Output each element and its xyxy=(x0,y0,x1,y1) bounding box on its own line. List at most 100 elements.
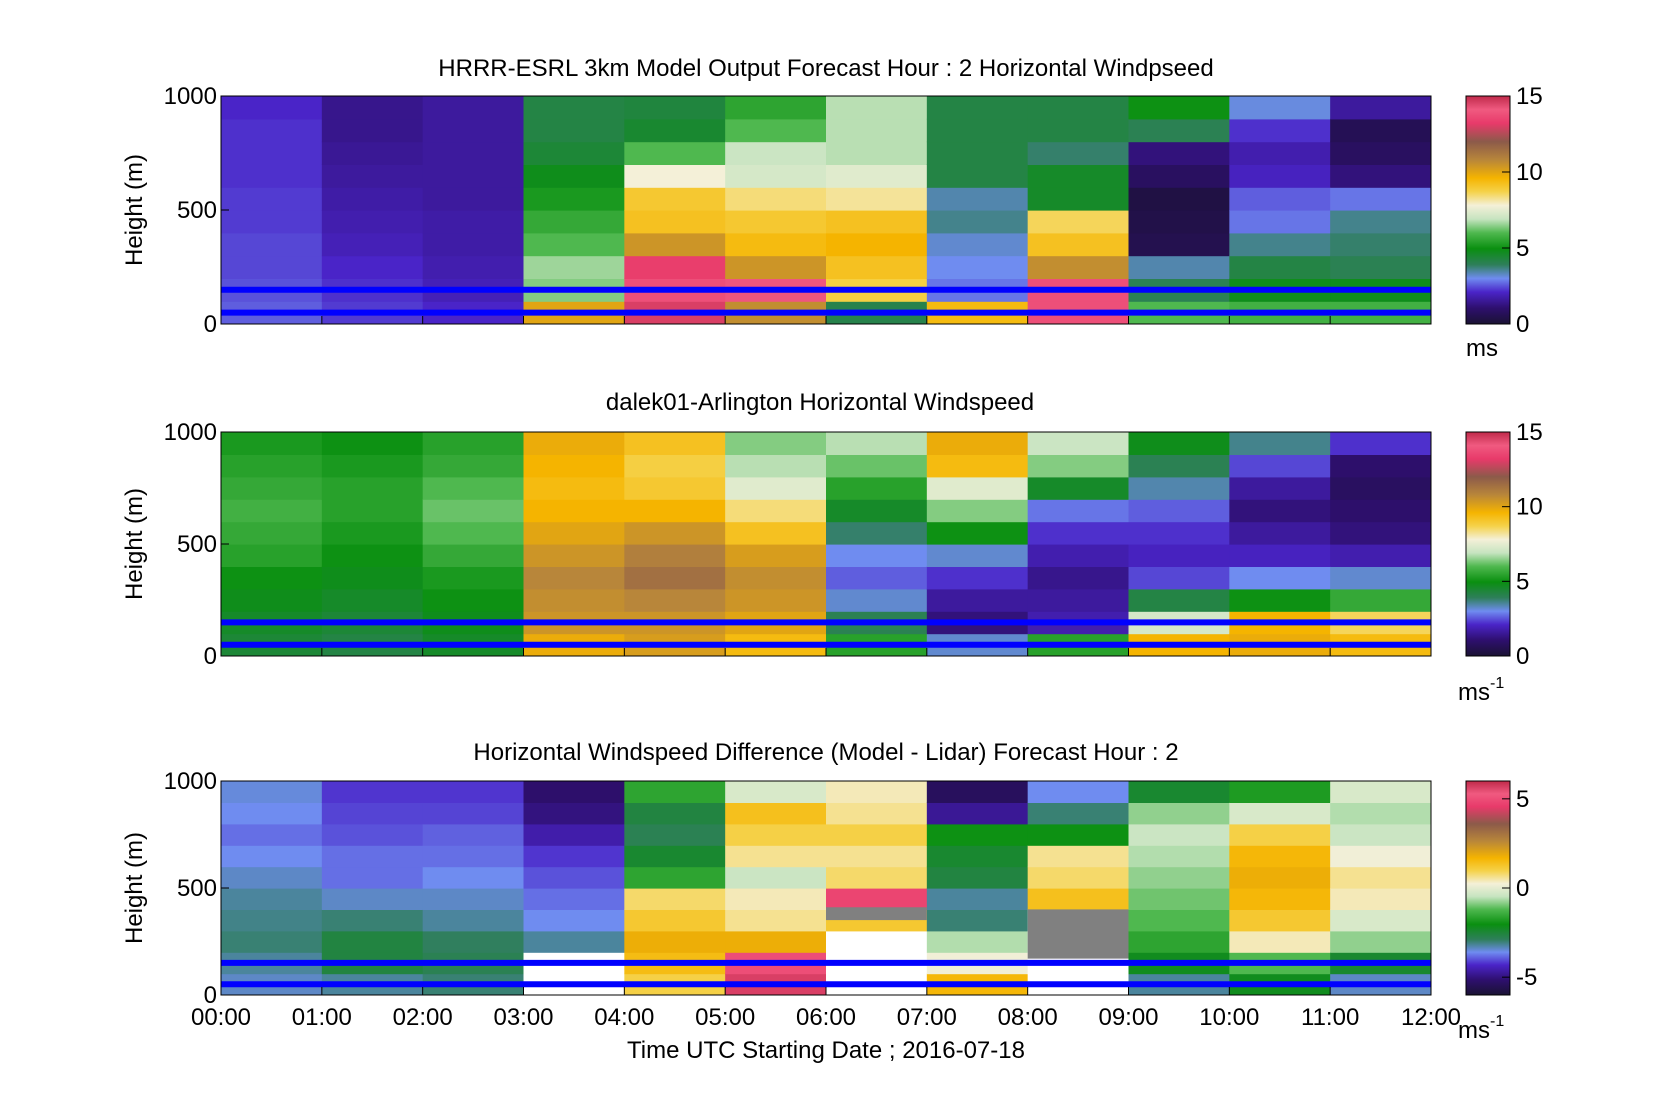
heatmap-cell xyxy=(1330,930,1431,953)
heatmap-cell xyxy=(221,930,323,953)
colorbar-gradient xyxy=(1465,780,1511,996)
heatmap-cell xyxy=(1027,210,1130,234)
colorbar-tick-label: 5 xyxy=(1516,568,1529,595)
heatmap-cell xyxy=(826,566,928,590)
heatmap-cell xyxy=(321,255,424,279)
colorbar-tick-label: 5 xyxy=(1516,235,1529,262)
heatmap-cell xyxy=(725,432,827,455)
x-tick-label: 12:00 xyxy=(1401,1004,1461,1031)
heatmap-cell xyxy=(422,781,525,803)
heatmap-cell xyxy=(826,164,928,188)
heatmap-cell xyxy=(926,454,1029,478)
heatmap-cell xyxy=(523,888,625,910)
heatmap-cell xyxy=(422,566,525,590)
heatmap-cell xyxy=(422,255,525,279)
heatmap-cell xyxy=(221,888,323,910)
heatmap-cell xyxy=(1330,232,1431,257)
colorbar-tick-label: 10 xyxy=(1516,159,1543,186)
heatmap-cell xyxy=(1128,118,1230,143)
heatmap-cell xyxy=(321,845,424,868)
heatmap-cell xyxy=(221,566,323,590)
heatmap-cell xyxy=(725,930,827,953)
y-tick-label: 0 xyxy=(204,643,217,670)
heatmap-cell xyxy=(1128,232,1230,257)
heatmap-cell xyxy=(321,164,424,188)
heatmap-cell xyxy=(221,909,323,932)
y-axis-label: Height (m) xyxy=(121,488,148,600)
heatmap-cell xyxy=(1128,141,1230,165)
heatmap-cell xyxy=(725,454,827,478)
colorbar: 0 5 10 15 ms-1 xyxy=(1458,419,1543,706)
heatmap-cell xyxy=(422,823,525,846)
heatmap-cell xyxy=(523,187,625,211)
heatmap-cell xyxy=(1027,454,1130,478)
heatmap-cell xyxy=(1229,781,1331,803)
y-ticks: 0 500 1000 xyxy=(164,768,229,1009)
heatmap-cell xyxy=(1027,187,1130,211)
heatmap-cell xyxy=(1229,476,1331,500)
model-output-panel: HRRR-ESRL 3km Model Output Forecast Hour… xyxy=(121,55,1543,362)
heatmap-cell xyxy=(826,588,928,612)
heatmap-cell xyxy=(1027,118,1130,143)
heatmap-cell xyxy=(523,255,625,279)
heatmap-cell xyxy=(624,930,726,953)
highlight-lines xyxy=(221,286,1431,316)
y-ticks: 0 500 1000 xyxy=(164,83,229,338)
heatmap-cell xyxy=(523,118,625,143)
heatmap-cell xyxy=(523,823,625,846)
heatmap-cell xyxy=(926,845,1029,868)
y-tick-label: 1000 xyxy=(164,419,217,446)
heatmap-cell xyxy=(422,909,525,932)
heatmap-cell xyxy=(624,432,726,455)
heatmap-cell xyxy=(321,232,424,257)
heatmap-cell xyxy=(624,588,726,612)
heatmap-cell xyxy=(624,521,726,545)
heatmap-cell xyxy=(1027,888,1130,910)
x-tick-label: 10:00 xyxy=(1199,1004,1259,1031)
heatmap-cell xyxy=(1128,781,1230,803)
heatmap-cell xyxy=(725,566,827,590)
heatmap-cell xyxy=(1128,521,1230,545)
colorbar-ticks: 0 5 10 15 xyxy=(1502,419,1543,670)
heatmap-cell xyxy=(221,96,323,120)
heatmap-cell xyxy=(926,521,1029,545)
heatmap-cell xyxy=(321,454,424,478)
heatmap-cell xyxy=(1128,499,1230,523)
heatmap-cell xyxy=(523,909,625,932)
heatmap-cell xyxy=(523,476,625,500)
heatmap-cell xyxy=(826,823,928,846)
heatmap-cells xyxy=(221,432,1431,656)
heatmap-cell xyxy=(422,96,525,120)
heatmap-cell xyxy=(725,232,827,257)
heatmap-cell xyxy=(1330,164,1431,188)
heatmap-cell xyxy=(221,255,323,279)
colorbar-ticks: 0 5 10 15 xyxy=(1502,83,1543,338)
heatmap-cell xyxy=(523,141,625,165)
colorbar-gradient xyxy=(1465,95,1511,325)
heatmap-cell xyxy=(624,544,726,567)
colorbar: -5 0 5 ms-1 xyxy=(1458,780,1537,1044)
heatmap-cell xyxy=(422,476,525,500)
heatmap-cell xyxy=(826,118,928,143)
heatmap-cell xyxy=(826,544,928,567)
heatmap-cell xyxy=(624,499,726,523)
y-ticks: 0 500 1000 xyxy=(164,419,229,670)
heatmap-cell xyxy=(422,521,525,545)
heatmap-cell xyxy=(523,164,625,188)
heatmap-cell xyxy=(1027,866,1130,889)
heatmap-cell xyxy=(422,232,525,257)
heatmap-cell xyxy=(725,499,827,523)
heatmap-cell xyxy=(523,566,625,590)
heatmap-cell xyxy=(523,866,625,889)
x-tick-label: 09:00 xyxy=(1098,1004,1158,1031)
heatmap-cell xyxy=(1027,96,1130,120)
y-tick-label: 0 xyxy=(204,311,217,338)
heatmap-cell xyxy=(624,164,726,188)
heatmap-cell xyxy=(624,823,726,846)
heatmap-cell xyxy=(321,566,424,590)
heatmap-cell xyxy=(1128,845,1230,868)
heatmap-cell xyxy=(624,118,726,143)
heatmap-cell xyxy=(1229,521,1331,545)
colorbar-tick-label: -5 xyxy=(1516,964,1537,991)
heatmap-cell xyxy=(221,164,323,188)
